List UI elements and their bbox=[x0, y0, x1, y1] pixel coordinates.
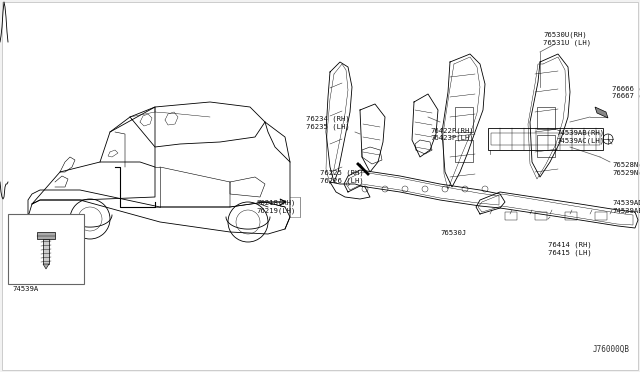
Bar bbox=[491, 133, 600, 145]
Text: 76234 (RH)
76235 (LH): 76234 (RH) 76235 (LH) bbox=[306, 116, 349, 130]
Bar bbox=[455, 140, 473, 162]
Bar bbox=[37, 232, 55, 239]
Polygon shape bbox=[43, 264, 49, 269]
Text: 76422P(RH)
76423P(LH): 76422P(RH) 76423P(LH) bbox=[430, 127, 474, 141]
Text: 76530J: 76530J bbox=[440, 230, 467, 236]
Text: 76414 (RH)
76415 (LH): 76414 (RH) 76415 (LH) bbox=[548, 242, 592, 256]
Text: 76528N(RH)
76529N(LH): 76528N(RH) 76529N(LH) bbox=[612, 162, 640, 176]
Polygon shape bbox=[595, 107, 608, 118]
Text: 76218(RH)
76219(LH): 76218(RH) 76219(LH) bbox=[256, 200, 296, 214]
Bar bbox=[505, 212, 517, 220]
Text: 76530U(RH)
76531U (LH): 76530U(RH) 76531U (LH) bbox=[543, 32, 591, 46]
Bar bbox=[535, 212, 547, 220]
Text: 74539A: 74539A bbox=[12, 286, 38, 292]
Bar bbox=[455, 107, 473, 132]
Text: 76225 (RH)
76226 (LH): 76225 (RH) 76226 (LH) bbox=[320, 170, 364, 184]
Text: J76000QB: J76000QB bbox=[593, 345, 630, 354]
Bar bbox=[595, 212, 607, 220]
Text: 74539AB(RH)
74539AC(LH): 74539AB(RH) 74539AC(LH) bbox=[556, 130, 604, 144]
Bar bbox=[537, 107, 555, 129]
Bar bbox=[565, 212, 577, 220]
Bar bbox=[43, 239, 49, 264]
Bar bbox=[8, 214, 84, 284]
Bar bbox=[488, 128, 603, 150]
Text: 74539AD(RH)
74539AE(LH): 74539AD(RH) 74539AE(LH) bbox=[612, 200, 640, 214]
Text: 76666 (RH)
76667 (LH): 76666 (RH) 76667 (LH) bbox=[612, 85, 640, 99]
Bar bbox=[537, 135, 555, 157]
